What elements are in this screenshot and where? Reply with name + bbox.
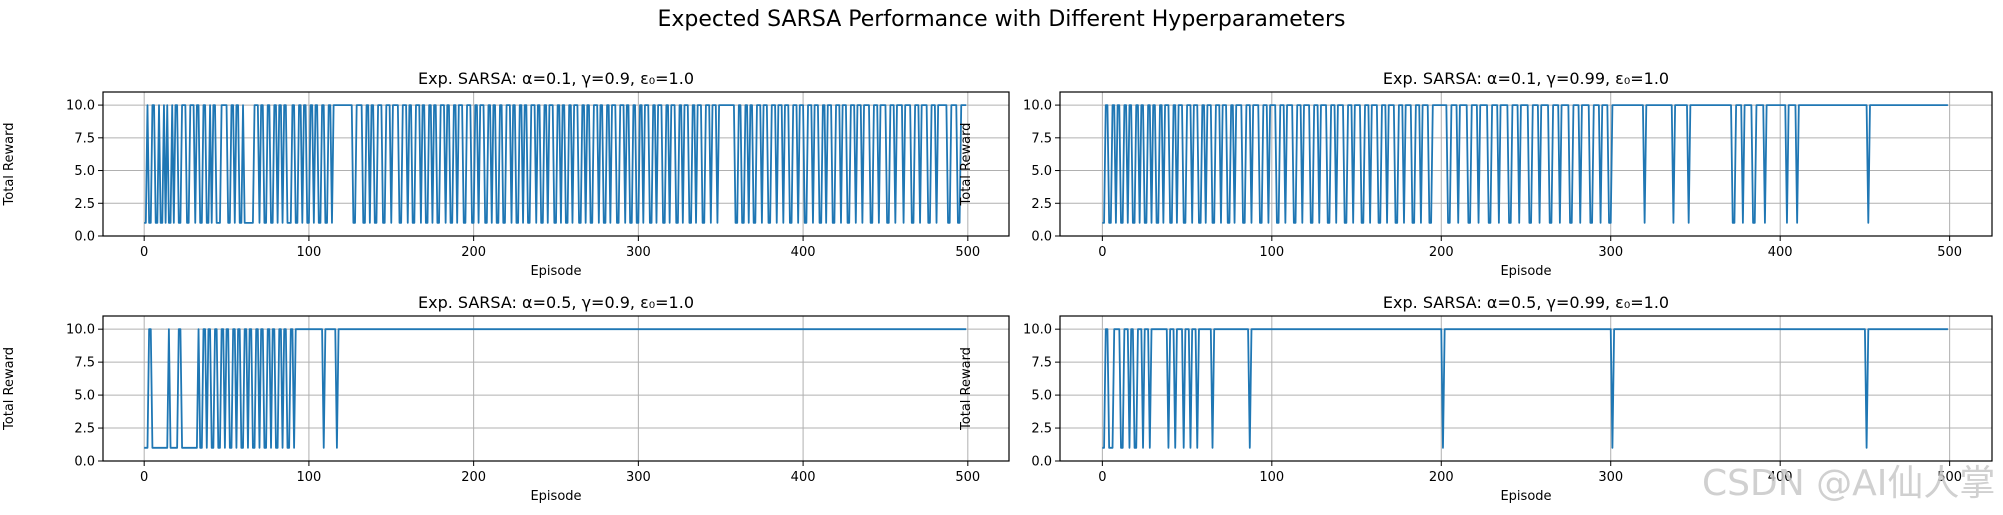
y-tick-label: 2.5 (1031, 422, 1052, 437)
x-axis-label: Episode (1500, 489, 1551, 504)
y-tick-label: 10.0 (1023, 323, 1052, 338)
subplot-1: 0 100 200 300 400 500 0.0 2.5 5.0 7.5 10.0 Exp. SAR… (2, 69, 1010, 279)
x-tick-label: 0 (1098, 470, 1106, 485)
x-tick-label: 0 (1098, 245, 1106, 260)
axes-frame (1059, 91, 1993, 237)
x-tick-label: 200 (461, 470, 486, 485)
y-tick-label: 5.0 (1031, 389, 1052, 404)
x-axis-label: Episode (530, 489, 581, 504)
subplot-title: Exp. SARSA: α=0.5, γ=0.99, ε₀=1.0 (1383, 293, 1669, 312)
x-tick-label: 200 (1429, 245, 1454, 260)
series-line-1 (1102, 328, 1948, 449)
series-line-1 (144, 104, 967, 224)
subplot-4: 0 100 200 300 400 500 0.0 2.5 5.0 7.5 10.0 Exp. SAR… (959, 293, 1993, 504)
y-tick-label: 0.0 (1031, 455, 1052, 470)
x-tick-label: 200 (461, 245, 486, 260)
watermark: CSDN @AI仙人掌 (1702, 463, 1995, 504)
y-tick-label: 5.0 (1031, 164, 1052, 179)
subplot-3: 0 100 200 300 400 500 0.0 2.5 5.0 7.5 10.0 Exp. SAR… (2, 293, 1010, 504)
series-line-1 (1102, 104, 1948, 224)
x-tick-label: 300 (626, 470, 651, 485)
x-tick-label: 100 (296, 245, 321, 260)
axes-frame (102, 91, 1010, 237)
x-axis-label: Episode (1500, 264, 1551, 279)
y-tick-label: 5.0 (74, 389, 95, 404)
subplot-2: 0 100 200 300 400 500 0.0 2.5 5.0 7.5 10.0 Exp. SAR… (959, 69, 1993, 279)
y-tick-label: 0.0 (1031, 230, 1052, 245)
x-tick-label: 500 (1937, 245, 1962, 260)
x-tick-label: 300 (1598, 245, 1623, 260)
y-tick-label: 5.0 (74, 164, 95, 179)
x-tick-label: 500 (955, 470, 980, 485)
x-tick-label: 400 (1768, 470, 1793, 485)
figure-title: Expected SARSA Performance with Differen… (658, 7, 1346, 32)
y-tick-label: 7.5 (74, 356, 95, 371)
subplot-title: Exp. SARSA: α=0.5, γ=0.9, ε₀=1.0 (418, 293, 694, 312)
y-tick-label: 0.0 (74, 230, 95, 245)
x-tick-label: 300 (626, 245, 651, 260)
x-tick-label: 200 (1429, 470, 1454, 485)
y-tick-label: 10.0 (66, 323, 95, 338)
y-tick-label: 7.5 (1031, 356, 1052, 371)
y-tick-label: 2.5 (1031, 197, 1052, 212)
x-tick-label: 0 (140, 245, 148, 260)
y-tick-label: 7.5 (1031, 131, 1052, 146)
y-axis-label: Total Reward (959, 123, 974, 207)
y-tick-label: 10.0 (66, 99, 95, 114)
y-tick-label: 0.0 (74, 455, 95, 470)
y-axis-label: Total Reward (959, 347, 974, 431)
x-tick-label: 500 (1937, 470, 1962, 485)
y-tick-label: 2.5 (74, 197, 95, 212)
x-tick-label: 400 (791, 245, 816, 260)
subplot-grid: 0 100 200 300 400 500 0.0 2.5 5.0 7.5 10.0 Exp. SAR… (2, 69, 1993, 504)
y-axis-label: Total Reward (2, 347, 17, 431)
series-line-1 (144, 328, 967, 449)
y-axis-label: Total Reward (2, 123, 17, 207)
subplot-title: Exp. SARSA: α=0.1, γ=0.99, ε₀=1.0 (1383, 69, 1669, 88)
x-axis-label: Episode (530, 264, 581, 279)
x-tick-label: 100 (1259, 470, 1284, 485)
y-tick-label: 10.0 (1023, 99, 1052, 114)
x-tick-label: 400 (1768, 245, 1793, 260)
y-tick-label: 7.5 (74, 131, 95, 146)
x-tick-label: 400 (791, 470, 816, 485)
axes-frame (1059, 315, 1993, 462)
x-tick-label: 100 (1259, 245, 1284, 260)
axes-frame (102, 315, 1010, 462)
x-tick-label: 500 (955, 245, 980, 260)
y-tick-label: 2.5 (74, 422, 95, 437)
subplot-title: Exp. SARSA: α=0.1, γ=0.9, ε₀=1.0 (418, 69, 694, 88)
x-tick-label: 0 (140, 470, 148, 485)
x-tick-label: 300 (1598, 470, 1623, 485)
x-tick-label: 100 (296, 470, 321, 485)
